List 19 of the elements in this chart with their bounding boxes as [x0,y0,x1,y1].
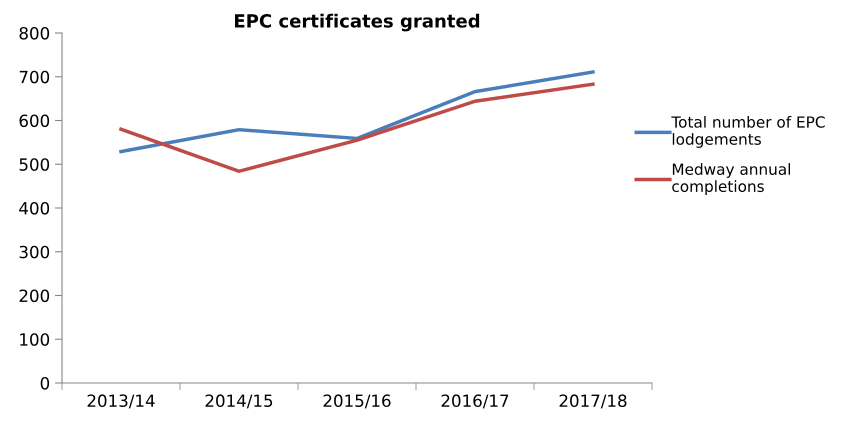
line-series [119,70,595,154]
x-tick-label: 2015/16 [324,394,391,408]
x-tick-label: 2014/15 [206,394,272,408]
legend-label: Medway annual completions [672,163,790,196]
x-tick-label: 2017/18 [560,394,626,408]
y-tick-label: 500 [20,158,50,171]
x-tick-label: 2013/14 [88,394,155,408]
y-tick-label: 100 [20,333,50,346]
x-tick-label: 2016/17 [442,394,508,408]
y-tick-label: 200 [20,289,50,302]
y-tick-label: 600 [20,114,50,128]
y-tick-label: 300 [20,246,50,258]
y-tick-label: 800 [20,26,50,40]
y-tick-label: 400 [19,202,50,215]
legend-label: Total number of EPC lodgements [671,116,825,148]
y-tick-label: 700 [20,70,50,84]
line-series [119,82,595,173]
y-tick-label: 0 [40,376,50,390]
chart-title: EPC certificates granted [235,14,480,32]
